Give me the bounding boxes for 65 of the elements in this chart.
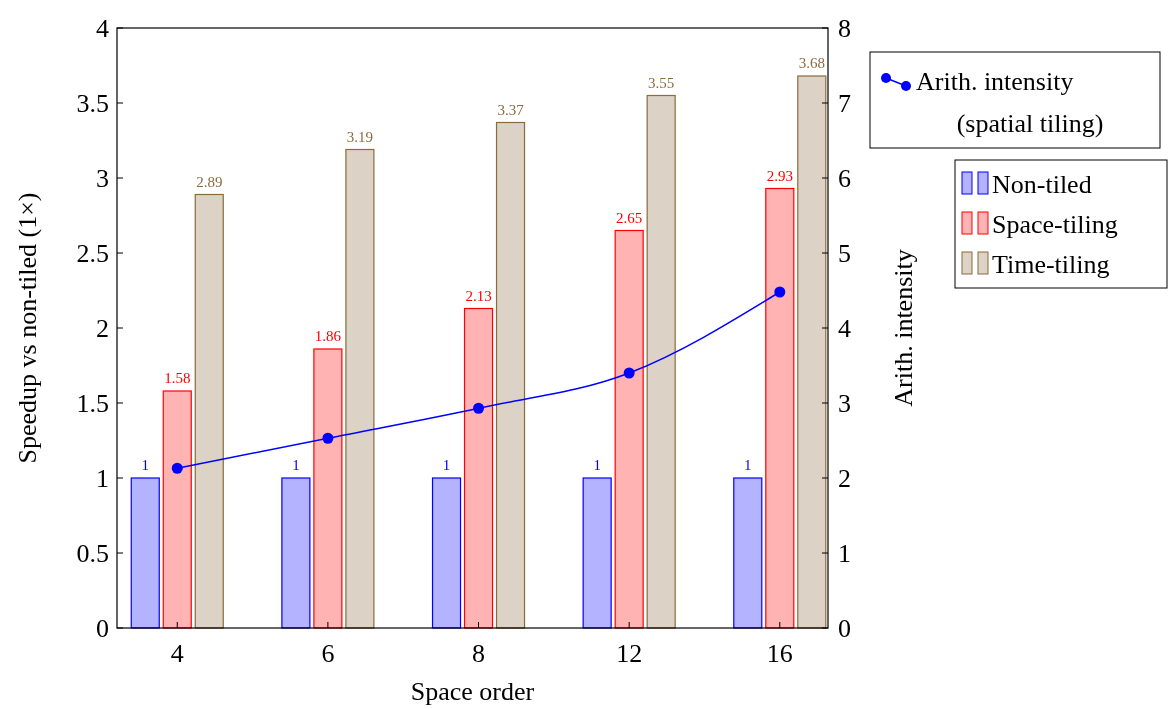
data-label: 1.86 (314, 328, 342, 344)
data-label: 1 (593, 457, 601, 473)
x-tick-label: 6 (321, 639, 335, 668)
bar (431, 477, 462, 629)
y-tick-label: 3 (96, 164, 109, 193)
point (171, 462, 183, 474)
y-tick-label: 0.5 (76, 539, 109, 568)
y-tick-label: 1.5 (76, 389, 109, 418)
legend-label: Non-tiled (992, 170, 1092, 199)
data-label: 3.68 (798, 55, 825, 71)
legend-label: Space-tiling (992, 210, 1118, 239)
bar (130, 477, 160, 629)
data-label: 1 (141, 457, 149, 473)
x-axis-title: Space order (410, 677, 535, 706)
y2-tick-label: 7 (838, 89, 851, 118)
point (774, 286, 786, 298)
data-label: 3.19 (346, 128, 374, 145)
data-label: 3.37 (497, 101, 525, 118)
bar (463, 307, 494, 629)
point (322, 432, 334, 444)
data-label: 2.93 (766, 167, 793, 184)
y2-tick-label: 6 (838, 164, 851, 193)
bar (194, 193, 224, 629)
y2-tick-label: 2 (838, 464, 851, 493)
data-label: 3.55 (648, 74, 675, 91)
bar (281, 477, 311, 629)
y2-tick-label: 8 (838, 14, 851, 43)
y-tick-label: 4 (96, 14, 109, 43)
y-tick-label: 2 (96, 314, 109, 343)
bar (345, 148, 375, 629)
y-tick-label: 1 (96, 464, 109, 493)
bar (733, 477, 763, 629)
x-tick-label: 16 (766, 639, 793, 668)
bar (582, 477, 612, 629)
y-tick-label: 0 (96, 614, 109, 643)
bar (797, 75, 827, 629)
bar (765, 187, 795, 629)
data-label: 1.58 (164, 370, 191, 386)
bar (313, 348, 343, 629)
bar (162, 390, 192, 629)
data-label: 1 (292, 457, 300, 473)
legend-label: Arith. intensity (spatial tiling) (916, 67, 1104, 138)
y2-tick-label: 0 (838, 614, 851, 643)
data-label: 1 (442, 457, 451, 473)
y2-tick-label: 4 (838, 314, 851, 343)
legend-label: Time-tiling (992, 250, 1110, 279)
data-label: 2.65 (616, 209, 643, 226)
point (623, 367, 635, 379)
bar (646, 94, 676, 629)
bar (614, 229, 644, 629)
y2-tick-label: 1 (838, 539, 851, 568)
x-tick-label: 4 (170, 639, 184, 668)
y2-axis-title: Arith. intensity (889, 249, 918, 407)
bar (495, 121, 526, 629)
data-label: 1 (744, 457, 752, 473)
y-tick-label: 3.5 (76, 89, 109, 118)
y2-tick-label: 3 (838, 389, 851, 418)
x-tick-label: 12 (616, 639, 643, 668)
point (473, 402, 485, 414)
y-axis-title: Speedup vs non-tiled (1×) (13, 192, 42, 464)
y2-tick-label: 5 (838, 239, 851, 268)
y-tick-label: 2.5 (76, 239, 109, 268)
x-tick-label: 8 (472, 639, 486, 668)
data-label: 2.89 (196, 173, 223, 190)
data-label: 2.13 (465, 287, 492, 304)
